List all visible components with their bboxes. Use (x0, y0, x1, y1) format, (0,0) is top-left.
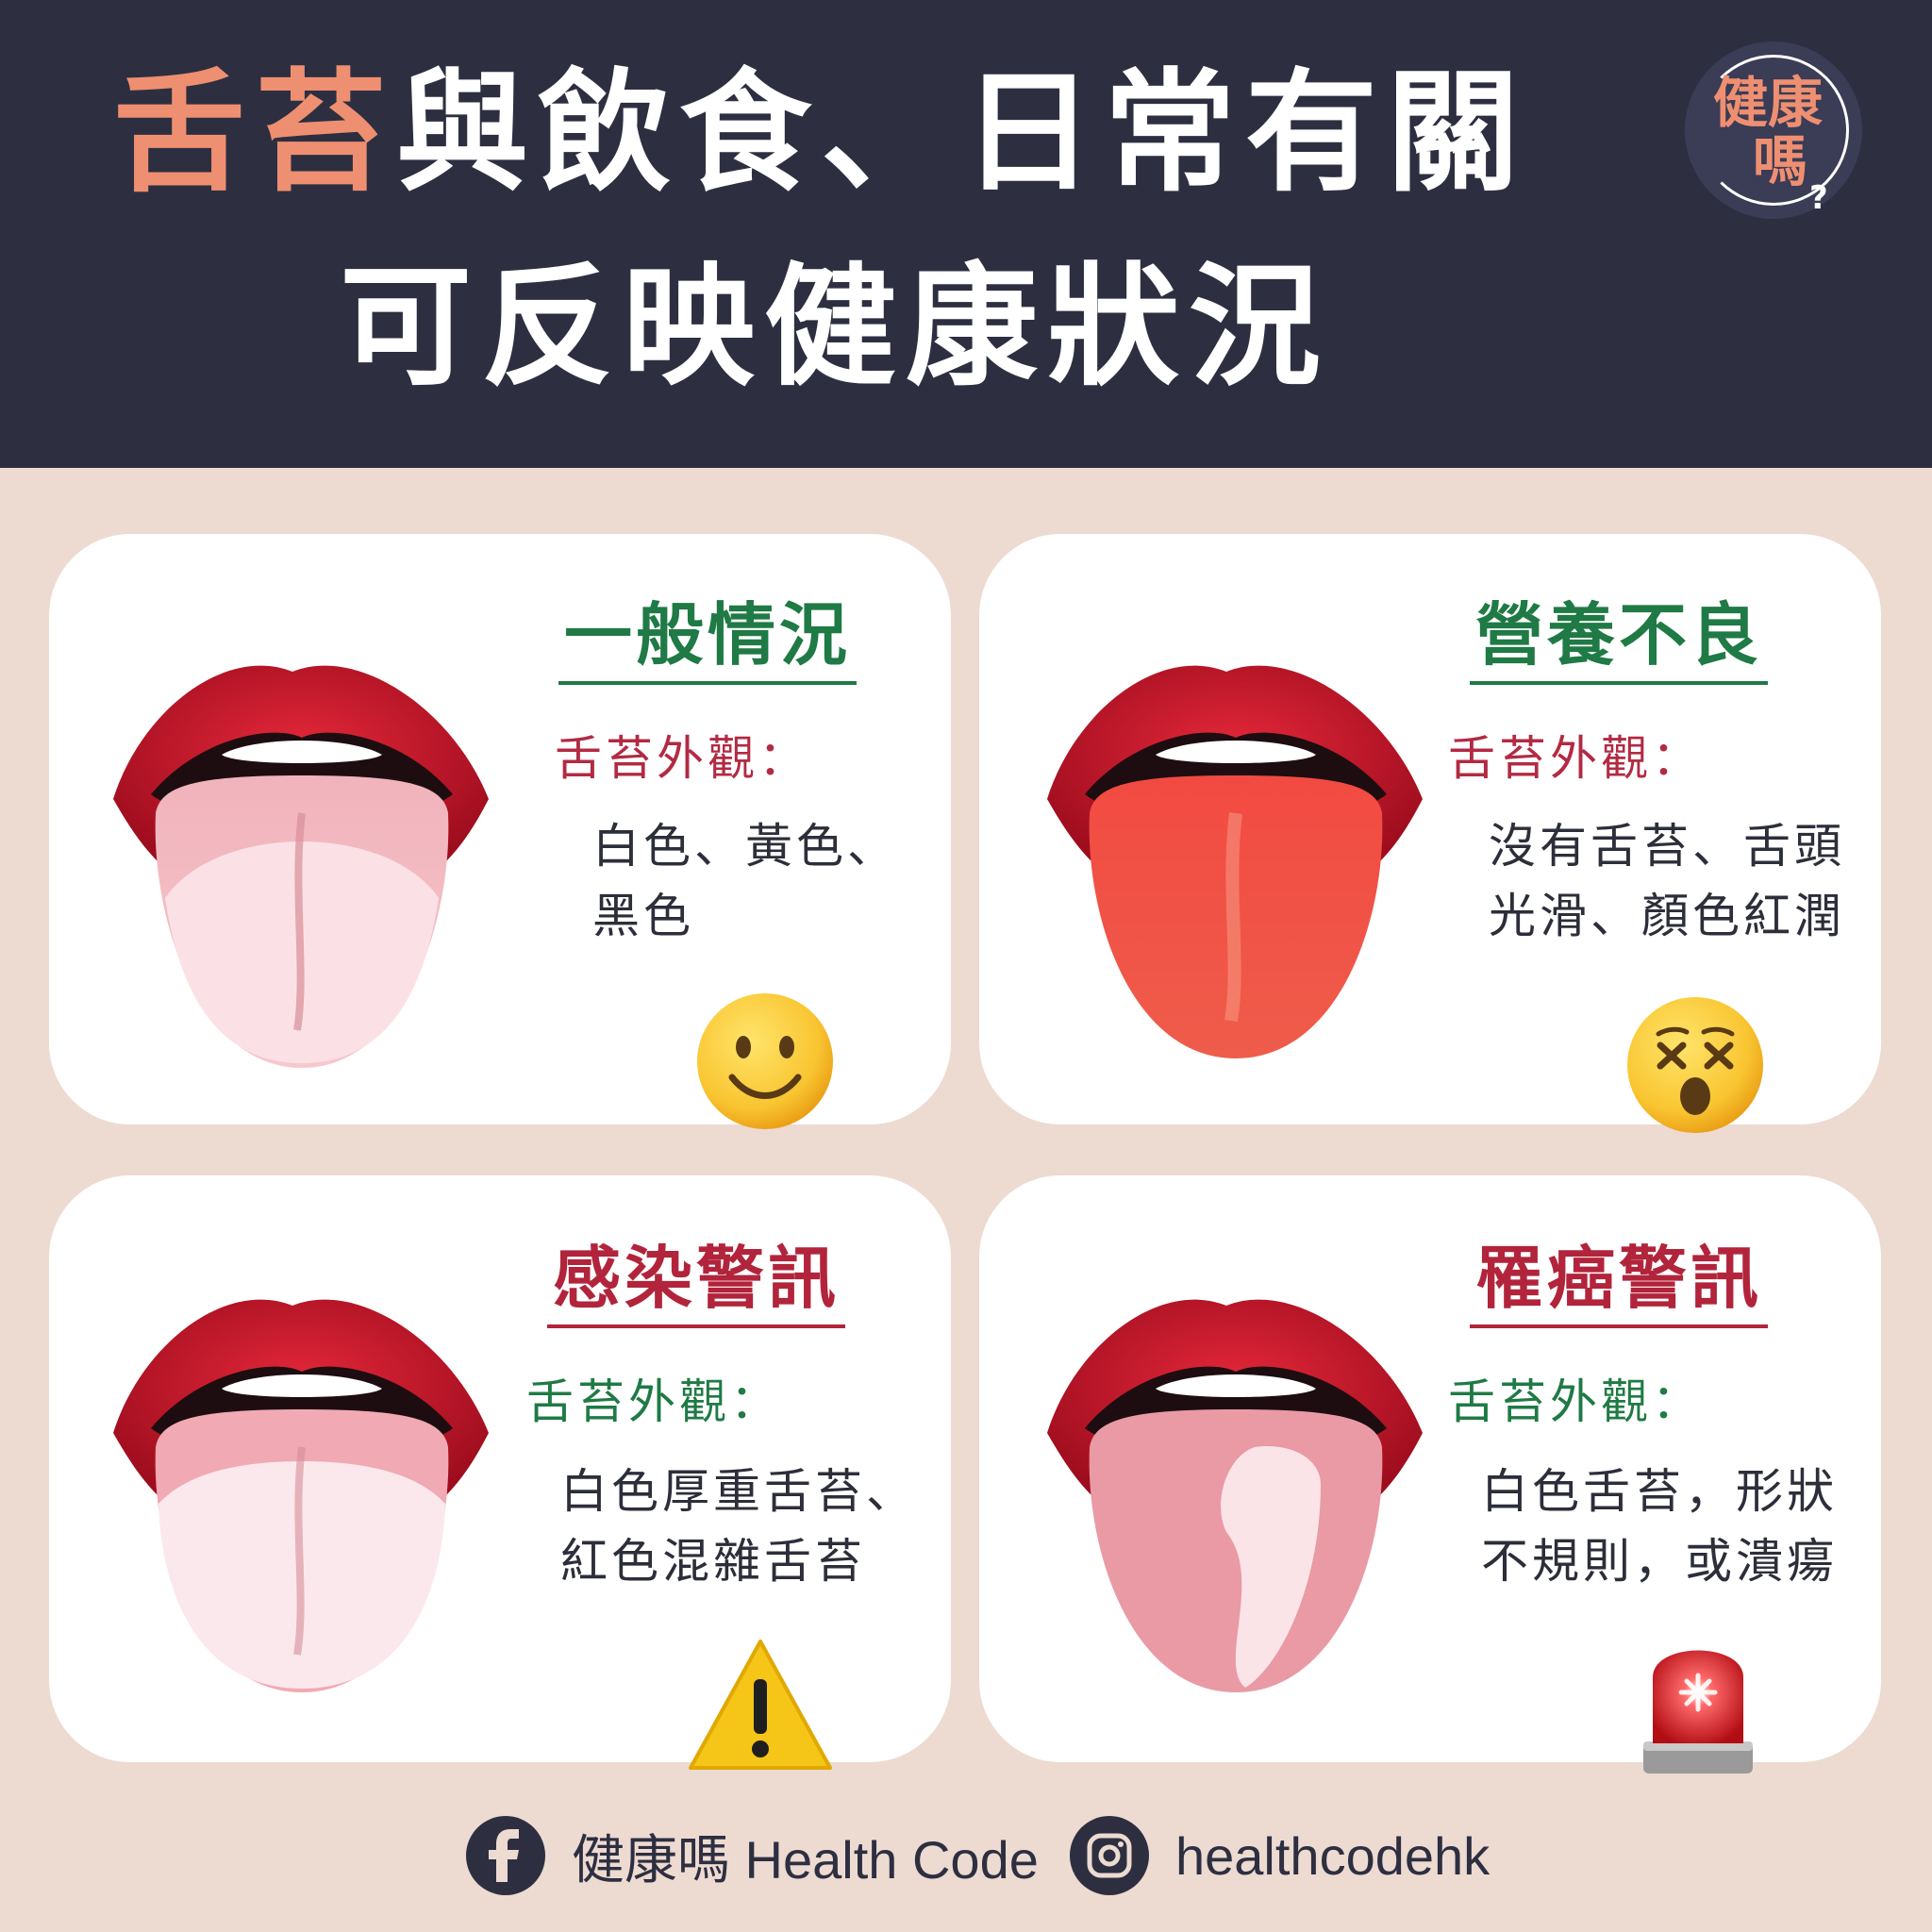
page-title-rest: 與飲食、日常有關 (396, 57, 1529, 210)
page-title-line-2: 可反映健康狀況 (340, 251, 1331, 405)
page-title-line-1: 舌苔與飲食、日常有關 (113, 58, 1528, 209)
tongue-cancer-illustration (1047, 1299, 1423, 1692)
card-desc-line: 白色厚重舌苔、 (560, 1464, 917, 1519)
footer-facebook-label: 健康嗎 Health Code (572, 1829, 1039, 1890)
slightly-smiling-face-icon (697, 993, 833, 1129)
dizzy-face-icon (1627, 997, 1763, 1133)
instagram-icon (1070, 1816, 1149, 1895)
brand-logo-text-2: 嗎 (1753, 129, 1808, 193)
tongue-infection-illustration (113, 1299, 489, 1692)
warning-icon (689, 1640, 832, 1770)
tongue-normal-illustration (113, 665, 489, 1068)
siren-icon (1643, 1650, 1753, 1774)
brand-logo-question-mark: ? (1809, 179, 1828, 217)
card-title-cancer: 罹癌警訊 (1470, 1238, 1769, 1328)
header-banner (0, 0, 1932, 468)
footer-facebook[interactable]: 健康嗎 Health Code (466, 1813, 1039, 1898)
card-title-infection: 感染警訊 (547, 1238, 846, 1328)
card-desc-line: 不規則，或潰瘍 (1481, 1534, 1838, 1589)
card-desc-line: 光滑、顏色紅潤 (1489, 889, 1845, 943)
card-desc-malnutrition: 沒有舌苔、舌頭 光滑、顏色紅潤 (1489, 811, 1845, 951)
card-label-malnutrition: 舌苔外觀： (1448, 731, 1703, 786)
card-desc-cancer: 白色舌苔，形狀 不規則，或潰瘍 (1481, 1457, 1838, 1596)
tongue-malnutrition-illustration (1047, 665, 1423, 1058)
card-desc-line: 沒有舌苔、舌頭 (1489, 819, 1845, 874)
card-desc-line: 白色舌苔，形狀 (1481, 1464, 1838, 1519)
card-label-cancer: 舌苔外觀： (1448, 1374, 1703, 1429)
card-desc-normal: 白色、黃色、 黑色 (592, 811, 898, 951)
page-title-accent: 舌苔 (113, 57, 397, 210)
card-desc-infection: 白色厚重舌苔、 紅色混雜舌苔 (560, 1457, 917, 1596)
card-desc-line: 紅色混雜舌苔 (560, 1534, 866, 1589)
brand-logo-ring (1698, 55, 1849, 206)
card-title-malnutrition: 營養不良 (1470, 594, 1769, 685)
card-label-infection: 舌苔外觀： (526, 1374, 781, 1429)
footer-instagram-label: healthcodehk (1175, 1825, 1491, 1886)
card-title-normal: 一般情況 (558, 594, 858, 685)
card-desc-line: 白色、黃色、 (592, 819, 898, 874)
card-label-normal: 舌苔外觀： (555, 731, 809, 786)
footer-instagram[interactable]: healthcodehk (1070, 1813, 1490, 1898)
brand-logo-text-1: 健康 (1713, 71, 1824, 135)
card-desc-line: 黑色 (592, 889, 694, 943)
facebook-icon (466, 1816, 545, 1895)
